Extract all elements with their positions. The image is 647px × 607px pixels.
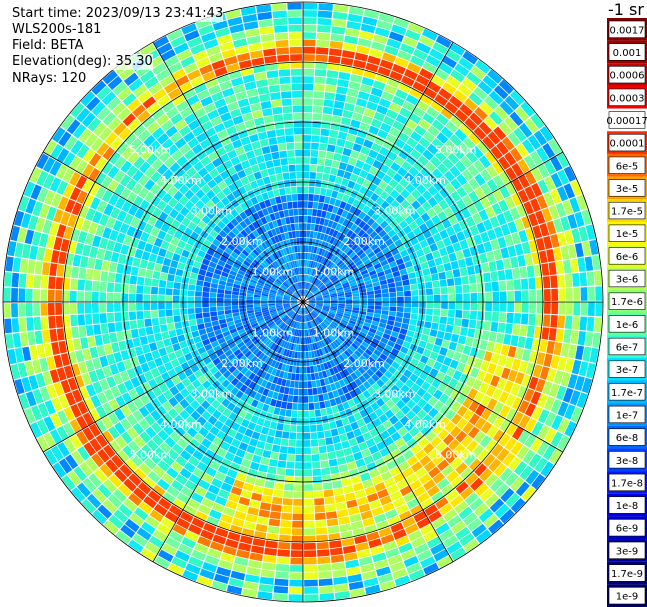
colorbar-tick-box xyxy=(608,405,646,424)
range-label: 4.00km xyxy=(160,418,202,431)
colorbar-tick-label: 1.7e-6 xyxy=(611,297,643,308)
ppi-scan-plot: 1.00km 1.00km 1.00km 1.00km 2.00km 2.00km 2.00… xyxy=(2,1,604,603)
azimuth-line xyxy=(302,301,454,563)
colorbar-tick-box xyxy=(608,383,646,401)
colorbar-tick-box xyxy=(608,201,646,220)
colorbar-tick-label: 0.0003 xyxy=(610,93,645,104)
colorbar-tick-box xyxy=(608,88,646,106)
range-label: 5.00km xyxy=(129,143,171,156)
colorbar-tick-box xyxy=(608,20,646,38)
colorbar-tick-label: 1.7e-8 xyxy=(611,478,643,489)
colorbar-tick-box xyxy=(608,451,646,469)
colorbar-tick-box xyxy=(608,315,646,333)
colorbar-tick-box xyxy=(608,360,646,378)
range-label: 5.00km xyxy=(435,143,477,156)
colorbar-tick-label: 1.7e-9 xyxy=(611,569,643,580)
colorbar-tick-label: 1e-5 xyxy=(616,229,639,240)
range-label: 5.00km xyxy=(129,449,171,462)
azimuth-line xyxy=(42,301,304,453)
azimuth-line xyxy=(302,151,564,303)
range-label: 4.00km xyxy=(404,418,446,431)
range-label: 1.00km xyxy=(313,327,355,340)
range-label: 1.00km xyxy=(252,327,294,340)
colorbar-tick-label: 3e-9 xyxy=(616,546,639,557)
colorbar-tick-label: 1e-6 xyxy=(616,320,639,331)
nrays-label: NRays: 120 xyxy=(12,71,87,87)
colorbar-tick-label: 0.0006 xyxy=(610,71,645,82)
range-label: 1.00km xyxy=(252,265,294,278)
colorbar-tick-box xyxy=(608,247,646,265)
field-label: Field: BETA xyxy=(12,38,84,54)
colorbar-tick-label: 6e-6 xyxy=(616,252,639,263)
colorbar-tick-label: 6e-7 xyxy=(616,342,639,353)
azimuth-line xyxy=(302,41,454,303)
azimuth-line xyxy=(302,301,564,453)
colorbar-tick-label: 6e-9 xyxy=(616,524,639,535)
range-label: 2.00km xyxy=(221,235,263,248)
colorbar-tick-box xyxy=(608,519,646,537)
colorbar-tick-box xyxy=(608,133,646,152)
range-label: 4.00km xyxy=(404,174,446,187)
colorbar-tick-box xyxy=(608,179,646,197)
colorbar-tick-box xyxy=(608,337,646,356)
colorbar-tick-label: 0.0017 xyxy=(610,25,645,36)
colorbar-tick-label: 3e-6 xyxy=(616,275,639,286)
colorbar-tick-box xyxy=(608,111,646,129)
colorbar-tick-box xyxy=(608,224,646,242)
colorbar-tick-label: 1.7e-7 xyxy=(611,388,643,399)
azimuth-line xyxy=(152,41,304,303)
colorbar-tick-label: 1e-8 xyxy=(616,501,639,512)
colorbar-tick-box xyxy=(608,269,646,288)
colorbar-tick-label: 0.0001 xyxy=(610,139,645,150)
colorbar-tick-box xyxy=(608,541,646,559)
instrument-label: WLS200s-181 xyxy=(12,22,102,38)
range-label: 3.00km xyxy=(191,388,233,401)
azimuth-line xyxy=(42,151,304,303)
colorbar-tick-box xyxy=(608,428,646,446)
colorbar-tick-label: 6e-5 xyxy=(616,161,639,172)
colorbar: 0.0017 0.001 0.0006 0.0003 0.00017 0.0001 6e-5… xyxy=(607,18,647,607)
ppi-rays xyxy=(3,2,603,602)
elevation-label: Elevation(deg): 35.30 xyxy=(12,54,153,70)
colorbar-tick-box xyxy=(608,43,646,61)
range-label: 4.00km xyxy=(160,174,202,187)
colorbar-tick-box xyxy=(608,292,646,310)
colorbar-tick-label: 1.7e-5 xyxy=(611,207,643,218)
colorbar-tick-box xyxy=(608,156,646,174)
colorbar-tick-box xyxy=(608,587,646,605)
range-label: 1.00km xyxy=(313,265,355,278)
colorbar-tick-label: 1e-7 xyxy=(616,410,639,421)
colorbar-tick-label: 3e-7 xyxy=(616,365,639,376)
colorbar-tick-label: 1e-9 xyxy=(616,592,639,603)
colorbar-tick-box xyxy=(608,496,646,514)
range-label: 2.00km xyxy=(343,357,385,370)
azimuth-line xyxy=(152,301,304,563)
colorbar-tick-label: 3e-5 xyxy=(616,184,639,195)
colorbar-tick-box xyxy=(608,66,646,84)
colorbar-tick-label: 0.001 xyxy=(613,48,642,59)
range-label: 3.00km xyxy=(191,204,233,217)
colorbar-tick-label: 6e-8 xyxy=(616,433,639,444)
colorbar-tick-box xyxy=(608,473,646,492)
range-label: 3.00km xyxy=(374,204,416,217)
range-label: 3.00km xyxy=(374,388,416,401)
colorbar-tick-label: 3e-8 xyxy=(616,456,639,467)
range-label: 2.00km xyxy=(343,235,385,248)
colorbar-tick-label: 0.00017 xyxy=(607,116,647,127)
range-label: 5.00km xyxy=(435,449,477,462)
range-label: 2.00km xyxy=(221,357,263,370)
colorbar-unit: -1 sr xyxy=(608,0,644,19)
colorbar-tick-box xyxy=(608,564,646,582)
start-time-label: Start time: 2023/09/13 23:41:43 xyxy=(12,6,224,22)
